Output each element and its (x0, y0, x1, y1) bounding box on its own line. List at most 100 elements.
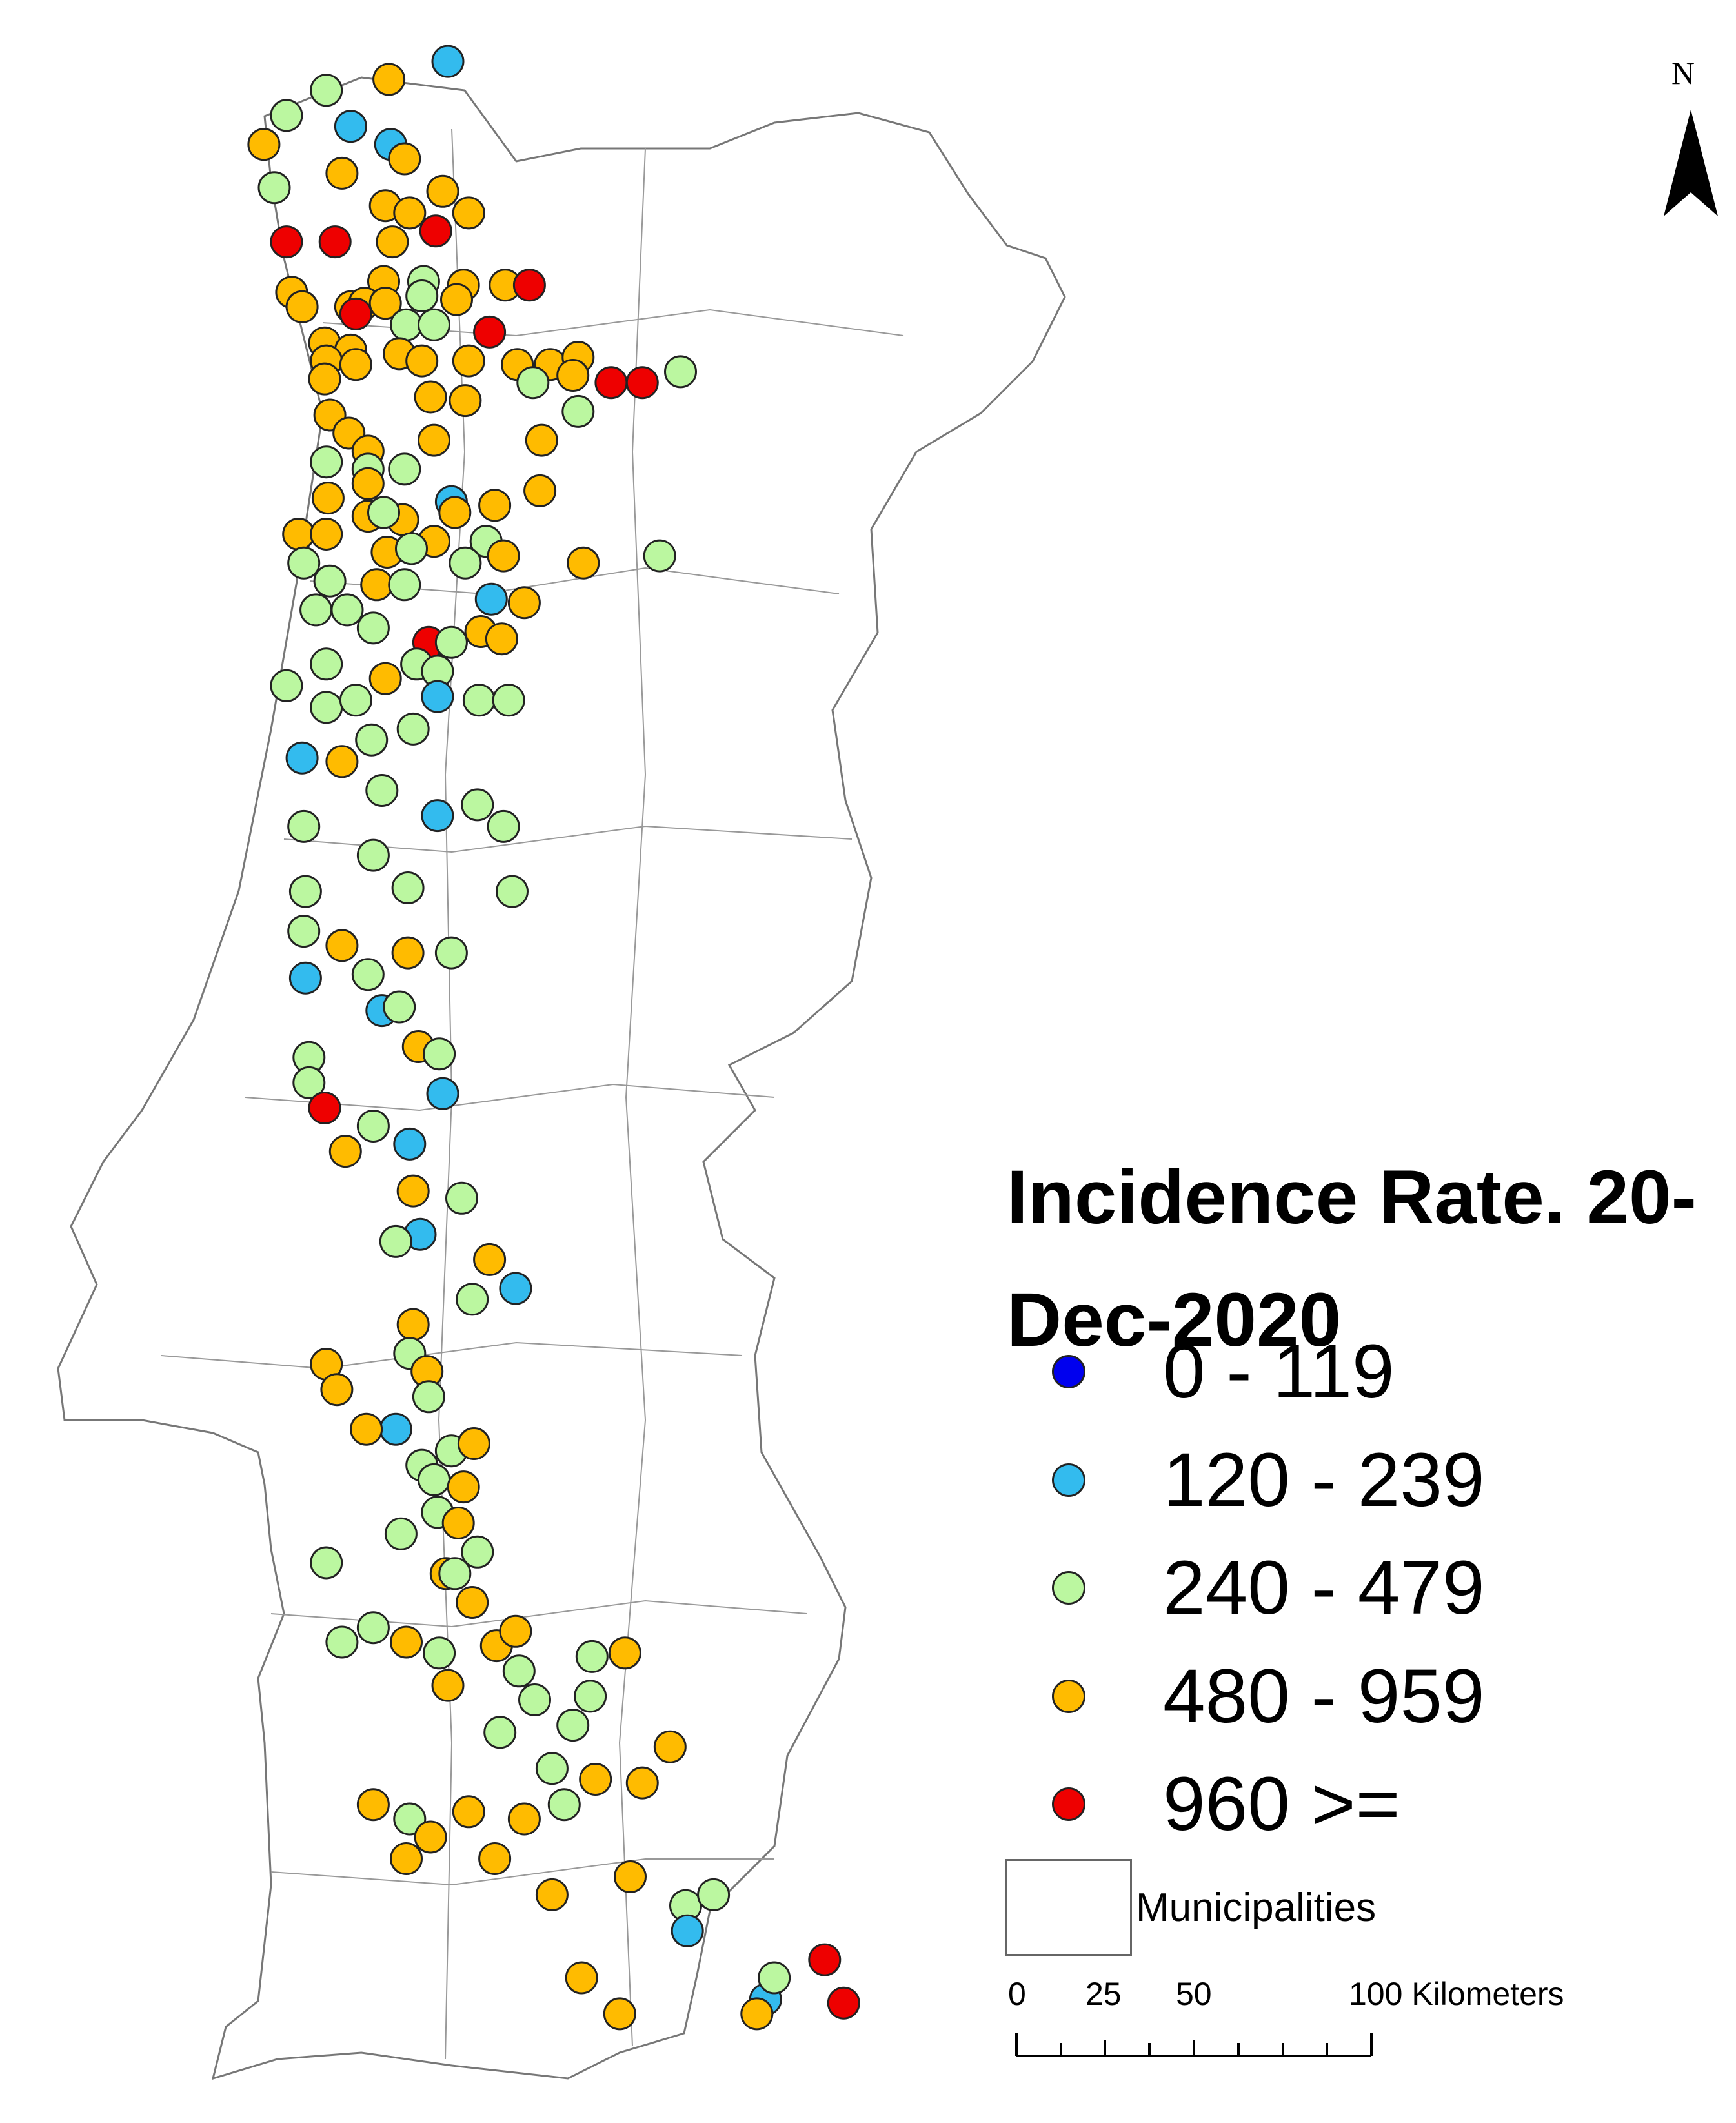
incidence-point-orange (603, 1997, 636, 2031)
incidence-point-green (396, 712, 430, 746)
incidence-point-orange (320, 1373, 354, 1407)
scale-tick-50: 50 (1176, 1976, 1212, 2012)
incidence-point-green (575, 1640, 609, 1673)
incidence-point-orange (525, 423, 558, 457)
incidence-point-red (318, 225, 352, 259)
incidence-point-green (758, 1961, 791, 1995)
incidence-point-green (461, 788, 494, 822)
incidence-point-green (561, 394, 595, 428)
incidence-point-red (827, 1986, 860, 2020)
incidence-point-green (356, 838, 390, 872)
incidence-point-orange (565, 1961, 598, 1995)
north-label: N (1671, 55, 1695, 91)
legend-item-0-119: 0 - 119 (1052, 1329, 1395, 1414)
incidence-point-green (697, 1878, 731, 1911)
incidence-point-orange (325, 745, 359, 778)
incidence-point-green (449, 546, 482, 580)
incidence-point-lightblue (334, 110, 367, 143)
incidence-point-lightblue (474, 582, 508, 616)
incidence-point-green (365, 774, 399, 807)
incidence-point-red (512, 269, 546, 302)
incidence-point-orange (350, 1412, 383, 1446)
incidence-point-orange (457, 1427, 490, 1460)
incidence-point-green (310, 74, 343, 107)
incidence-point-green (390, 308, 423, 341)
incidence-point-lightblue (431, 45, 465, 78)
incidence-point-green (388, 452, 421, 486)
incidence-point-lightblue (379, 1412, 412, 1446)
incidence-point-lightblue (421, 680, 454, 713)
scale-unit: Kilometers (1411, 1976, 1564, 2012)
incidence-point-green (339, 684, 372, 717)
incidence-point-orange (487, 539, 520, 573)
legend-title: Incidence Rate. 20-Dec-2020 (1007, 1155, 1697, 1363)
incidence-point-green (574, 1680, 607, 1713)
incidence-point-orange (391, 936, 425, 970)
incidence-point-green (356, 611, 390, 645)
incidence-point-orange (456, 1586, 489, 1619)
scale-bar (1015, 2033, 1373, 2057)
incidence-point-orange (740, 1997, 774, 2031)
incidence-point-green (516, 366, 550, 400)
incidence-point-green (355, 723, 389, 757)
incidence-points (247, 45, 860, 2031)
incidence-point-orange (388, 142, 421, 176)
incidence-point-green (445, 1181, 478, 1215)
incidence-point-green (270, 669, 303, 702)
incidence-point-orange (396, 1174, 430, 1208)
incidence-point-lightblue (421, 799, 454, 833)
incidence-point-green (496, 875, 529, 908)
legend-item-240-479: 240 - 479 (1052, 1545, 1485, 1630)
incidence-point-orange (507, 586, 541, 620)
legend-swatch-green (1052, 1571, 1085, 1605)
legend-label: 120 - 239 (1163, 1437, 1485, 1523)
incidence-point-orange (579, 1763, 612, 1796)
incidence-point-green (351, 958, 385, 991)
incidence-point-red (473, 315, 507, 349)
incidence-point-lightblue (499, 1272, 532, 1305)
legend-label: 480 - 959 (1163, 1654, 1485, 1739)
incidence-point-green (547, 1788, 581, 1822)
incidence-point-green (356, 1110, 390, 1143)
incidence-point-orange (535, 1878, 569, 1911)
incidence-point-red (339, 297, 372, 330)
incidence-point-green (412, 1380, 445, 1414)
incidence-point-lightblue (288, 961, 322, 995)
incidence-point-green (287, 546, 321, 580)
legend-swatch-blue (1052, 1355, 1085, 1388)
incidence-point-orange (308, 362, 341, 396)
incidence-point-green (356, 1611, 390, 1645)
incidence-point-green (310, 647, 343, 681)
incidence-point-orange (418, 423, 450, 457)
incidence-point-green (270, 99, 303, 132)
incidence-point-orange (485, 622, 518, 656)
incidence-point-green (434, 936, 468, 970)
incidence-point-green (384, 1517, 418, 1550)
incidence-point-green (535, 1752, 569, 1785)
incidence-point-orange (368, 662, 402, 695)
incidence-point-orange (376, 225, 409, 259)
incidence-point-green (434, 625, 468, 659)
incidence-point-orange (310, 518, 343, 551)
incidence-point-orange (556, 359, 590, 392)
incidence-point-orange (393, 196, 427, 230)
scale-tick-100: 100 Kilometers (1349, 1975, 1564, 2013)
incidence-point-orange (653, 1730, 687, 1763)
incidence-point-lightblue (426, 1077, 459, 1110)
incidence-point-orange (414, 380, 447, 414)
incidence-point-orange (368, 287, 402, 320)
legend-item-960-plus: 960 >= (1052, 1762, 1400, 1847)
incidence-point-green (310, 691, 343, 724)
incidence-point-green (287, 915, 321, 948)
incidence-point-red (270, 225, 303, 259)
incidence-point-red (308, 1092, 341, 1124)
incidence-point-orange (426, 174, 459, 208)
legend-swatch-lightblue (1052, 1463, 1085, 1497)
incidence-point-orange (405, 344, 439, 378)
incidence-point-orange (360, 568, 394, 602)
incidence-point-green (405, 279, 439, 312)
legend-item-480-959: 480 - 959 (1052, 1654, 1485, 1739)
incidence-point-green (330, 593, 364, 627)
north-arrow-icon (1664, 110, 1718, 216)
incidence-point-green (518, 1683, 551, 1716)
